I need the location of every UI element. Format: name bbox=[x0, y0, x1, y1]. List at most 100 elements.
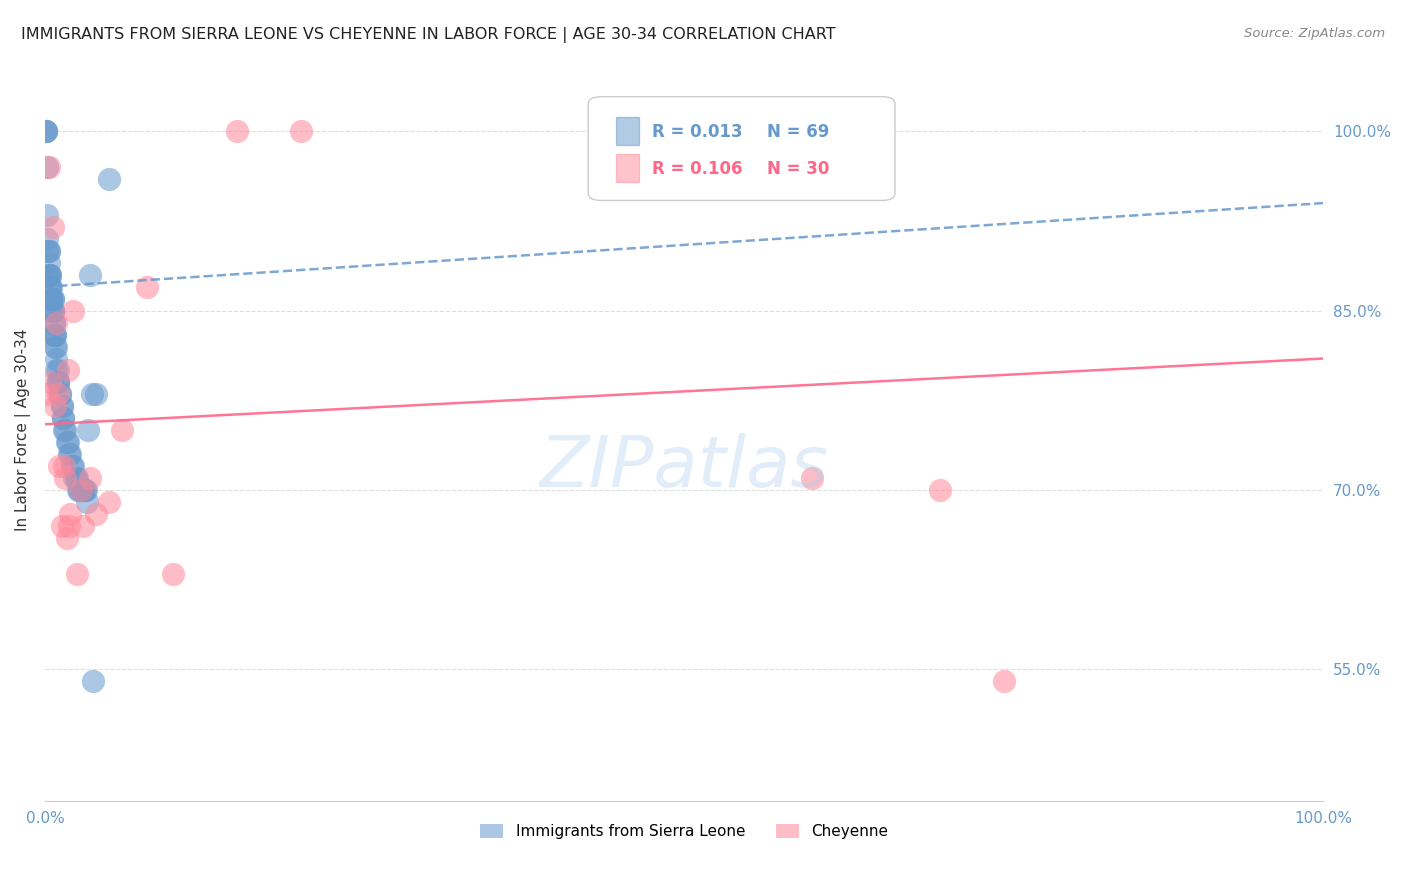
Point bbox=[77, 423, 100, 437]
Text: R = 0.106: R = 0.106 bbox=[652, 161, 742, 178]
Point bbox=[45, 351, 67, 366]
Point bbox=[51, 519, 73, 533]
Text: N = 30: N = 30 bbox=[768, 161, 830, 178]
Point bbox=[46, 376, 69, 390]
Point bbox=[52, 411, 75, 425]
Point bbox=[51, 400, 73, 414]
Point bbox=[69, 483, 91, 497]
Point bbox=[53, 471, 76, 485]
Point bbox=[72, 519, 94, 533]
Point bbox=[39, 268, 62, 282]
Point bbox=[76, 495, 98, 509]
Point bbox=[56, 363, 79, 377]
Point bbox=[45, 363, 67, 377]
Point bbox=[62, 459, 84, 474]
Point bbox=[39, 279, 62, 293]
Point bbox=[39, 292, 62, 306]
Point bbox=[65, 471, 87, 485]
Point bbox=[39, 292, 62, 306]
Point bbox=[46, 376, 69, 390]
Point bbox=[79, 268, 101, 282]
Point bbox=[37, 232, 59, 246]
Point bbox=[82, 674, 104, 689]
Point bbox=[290, 124, 312, 138]
Point bbox=[110, 423, 132, 437]
Point bbox=[59, 507, 82, 521]
Point bbox=[38, 244, 60, 258]
Point bbox=[72, 483, 94, 497]
Point bbox=[38, 160, 60, 174]
Point bbox=[55, 531, 77, 545]
Point bbox=[41, 303, 63, 318]
Point bbox=[41, 219, 63, 234]
Point bbox=[70, 483, 93, 497]
Point bbox=[42, 327, 65, 342]
Point bbox=[66, 471, 89, 485]
Bar bbox=[616, 117, 640, 145]
Point bbox=[39, 268, 62, 282]
Point bbox=[41, 292, 63, 306]
Point bbox=[38, 244, 60, 258]
Point bbox=[225, 124, 247, 138]
Point bbox=[58, 447, 80, 461]
Point bbox=[46, 376, 69, 390]
Point bbox=[48, 459, 70, 474]
Point bbox=[41, 303, 63, 318]
Point bbox=[45, 340, 67, 354]
Point bbox=[39, 292, 62, 306]
Point bbox=[69, 483, 91, 497]
Point bbox=[53, 423, 76, 437]
Point bbox=[38, 268, 60, 282]
Point bbox=[67, 483, 90, 497]
Point bbox=[928, 483, 950, 497]
Point bbox=[39, 279, 62, 293]
Text: Source: ZipAtlas.com: Source: ZipAtlas.com bbox=[1244, 27, 1385, 40]
Point bbox=[37, 160, 59, 174]
Point bbox=[46, 363, 69, 377]
Point bbox=[55, 435, 77, 450]
Point bbox=[37, 387, 59, 401]
Point bbox=[39, 279, 62, 293]
Text: IMMIGRANTS FROM SIERRA LEONE VS CHEYENNE IN LABOR FORCE | AGE 30-34 CORRELATION : IMMIGRANTS FROM SIERRA LEONE VS CHEYENNE… bbox=[21, 27, 835, 43]
Bar bbox=[616, 153, 640, 182]
Point bbox=[59, 447, 82, 461]
Point bbox=[53, 423, 76, 437]
Text: ZIPatlas: ZIPatlas bbox=[540, 433, 828, 502]
Point bbox=[41, 303, 63, 318]
Point bbox=[162, 566, 184, 581]
FancyBboxPatch shape bbox=[588, 96, 896, 201]
Point bbox=[39, 376, 62, 390]
Point bbox=[136, 279, 159, 293]
Point bbox=[58, 519, 80, 533]
Point bbox=[38, 268, 60, 282]
Point bbox=[38, 256, 60, 270]
Point bbox=[82, 387, 104, 401]
Point bbox=[84, 507, 107, 521]
Point bbox=[60, 459, 83, 474]
Point bbox=[37, 208, 59, 222]
Point bbox=[67, 483, 90, 497]
Point bbox=[75, 483, 97, 497]
Point bbox=[79, 471, 101, 485]
Point bbox=[35, 124, 58, 138]
Point bbox=[37, 244, 59, 258]
Point bbox=[49, 387, 72, 401]
Point bbox=[62, 303, 84, 318]
Point bbox=[51, 400, 73, 414]
Point bbox=[66, 566, 89, 581]
Point bbox=[35, 124, 58, 138]
Point bbox=[53, 459, 76, 474]
Point bbox=[84, 387, 107, 401]
Point bbox=[42, 316, 65, 330]
Point bbox=[44, 400, 66, 414]
Point bbox=[97, 172, 120, 186]
Point bbox=[56, 435, 79, 450]
Point bbox=[49, 387, 72, 401]
Point bbox=[45, 316, 67, 330]
Legend: Immigrants from Sierra Leone, Cheyenne: Immigrants from Sierra Leone, Cheyenne bbox=[474, 818, 894, 845]
Point bbox=[63, 471, 86, 485]
Point bbox=[97, 495, 120, 509]
Point bbox=[993, 674, 1015, 689]
Point bbox=[73, 483, 96, 497]
Y-axis label: In Labor Force | Age 30-34: In Labor Force | Age 30-34 bbox=[15, 329, 31, 532]
